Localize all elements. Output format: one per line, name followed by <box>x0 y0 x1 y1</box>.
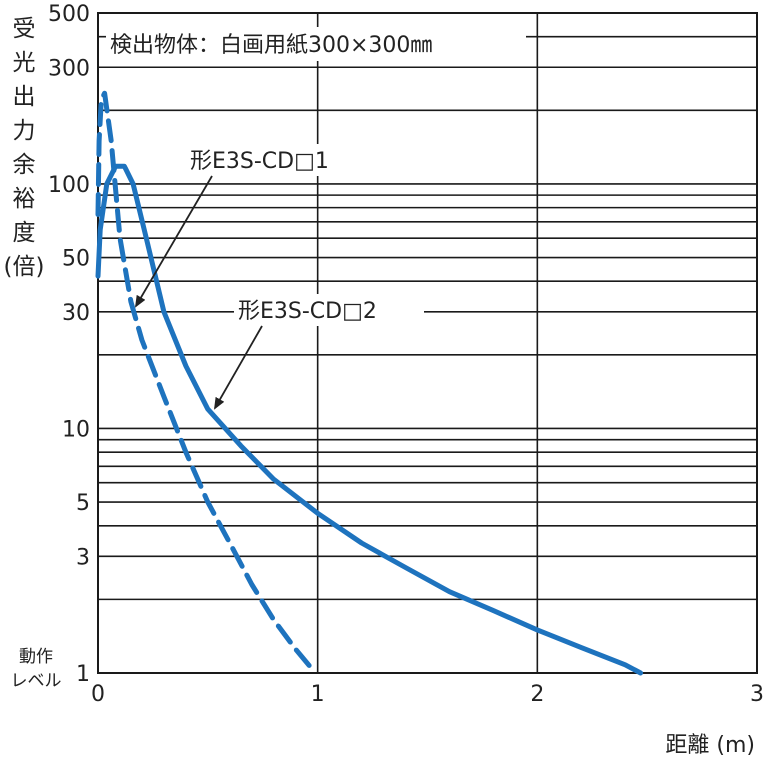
condition-label-bg <box>106 27 526 61</box>
series-label-2: 形E3S-CD□2 <box>238 299 377 324</box>
x-tick-label: 2 <box>530 682 544 707</box>
y-tick-label: 10 <box>62 417 90 442</box>
plot-frame <box>97 12 758 674</box>
series-line-2 <box>95 163 644 676</box>
grid-lines <box>97 12 758 674</box>
series-label-arrow <box>214 325 263 410</box>
y-tick-label: 500 <box>48 2 90 27</box>
series-label-arrow <box>134 175 213 308</box>
condition-label: 検出物体：白画用紙300×300㎜ <box>110 33 432 58</box>
y-axis-label-char: (倍) <box>4 254 45 280</box>
y-axis-label-char: 出 <box>13 84 36 110</box>
series-label-bg <box>234 294 424 326</box>
y-tick-label: 30 <box>62 301 90 326</box>
x-axis-label: 距離 (m) <box>665 733 755 758</box>
operating-level-label: 動作 <box>19 647 53 667</box>
y-axis-label-char: 光 <box>13 50 36 76</box>
operating-level-label: レベル <box>11 671 62 691</box>
y-axis-label-char: 度 <box>13 220 36 246</box>
y-tick-label: 5 <box>76 491 90 516</box>
y-tick-label: 1 <box>76 662 90 687</box>
y-axis-label-char: 余 <box>13 152 36 178</box>
y-tick-label: 100 <box>48 173 90 198</box>
y-axis-label-char: 受 <box>13 16 36 42</box>
series-line-1 <box>95 90 314 671</box>
y-tick-label: 300 <box>48 56 90 81</box>
y-tick-label: 3 <box>76 545 90 570</box>
y-axis-label-char: 裕 <box>13 186 36 212</box>
series-lines <box>95 90 644 676</box>
x-tick-label: 0 <box>91 682 105 707</box>
series-label-bg <box>186 144 370 176</box>
y-axis-label-char: 力 <box>13 118 36 144</box>
y-tick-label: 50 <box>62 247 90 272</box>
x-tick-label: 1 <box>311 682 325 707</box>
x-tick-label: 3 <box>750 682 764 707</box>
series-label-1: 形E3S-CD□1 <box>190 149 329 174</box>
